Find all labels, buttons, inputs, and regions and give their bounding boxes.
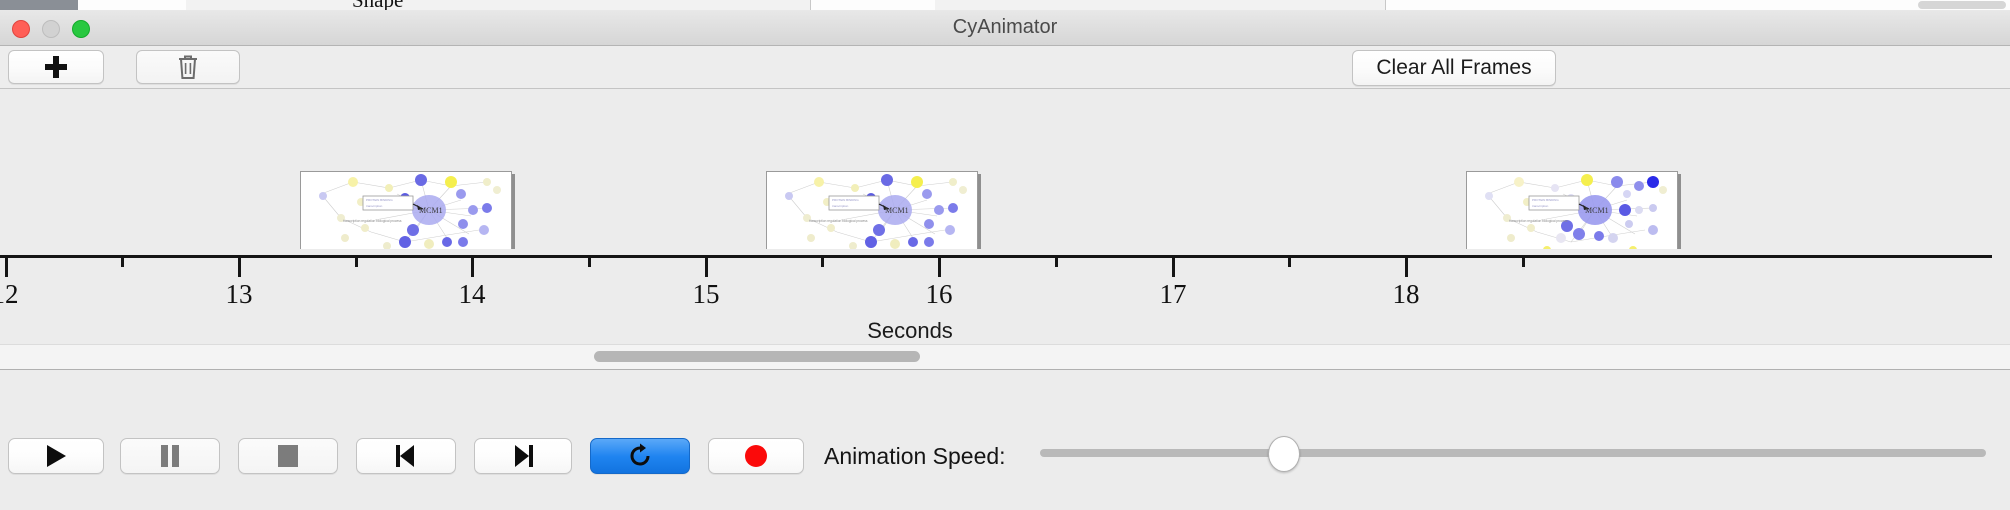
- horizontal-scrollbar-thumb[interactable]: [594, 351, 920, 362]
- svg-text:transcription: transcription: [832, 204, 849, 208]
- host-partial-label: Shape: [352, 0, 403, 10]
- ruler-tick-17: [1172, 255, 1175, 277]
- record-button[interactable]: [708, 438, 804, 474]
- ruler-tick-14: [471, 255, 474, 277]
- stop-icon: [278, 445, 298, 467]
- ruler-tick-14-5: [588, 255, 591, 267]
- timeline-ruler[interactable]: 12 13 14 15 16 17 18 Seconds: [0, 249, 2010, 344]
- ruler-tick-13-5: [355, 255, 358, 267]
- svg-text:PROTEIN BINDING: PROTEIN BINDING: [832, 198, 859, 202]
- transport-bar: Animation Speed:: [0, 369, 2010, 510]
- axis-title: Seconds: [867, 318, 953, 343]
- play-icon: [46, 445, 66, 467]
- skip-to-start-button[interactable]: [356, 438, 456, 474]
- clear-all-frames-button[interactable]: Clear All Frames: [1352, 50, 1556, 86]
- ruler-label-14: 14: [458, 279, 486, 309]
- frame-toolbar: Clear All Frames: [0, 46, 2010, 89]
- frame-thumbnail-2[interactable]: PROTEIN BINDING transcription MCM1 trans…: [766, 171, 978, 249]
- svg-text:PROTEIN BINDING: PROTEIN BINDING: [1532, 198, 1559, 202]
- ruler-tick-12: [5, 255, 8, 277]
- svg-text:PROTEIN BINDING: PROTEIN BINDING: [366, 198, 393, 202]
- horizontal-scrollbar[interactable]: [0, 344, 2010, 370]
- stop-button[interactable]: [238, 438, 338, 474]
- skip-to-end-button[interactable]: [474, 438, 572, 474]
- host-app-background-strip: Shape: [0, 0, 2010, 10]
- ruler-tick-12-5: [121, 255, 124, 267]
- minimize-button[interactable]: [42, 20, 60, 38]
- skip-back-icon: [396, 445, 416, 467]
- ruler-label-13: 13: [225, 279, 253, 309]
- skip-forward-icon: [513, 445, 533, 467]
- frame-graph-node-label: MCM1: [1585, 206, 1609, 215]
- svg-text:transcription regulation biolo: transcription regulation biological proc…: [1509, 219, 1568, 223]
- frame-graph-node-label: MCM1: [419, 206, 443, 215]
- play-button[interactable]: [8, 438, 104, 474]
- animation-speed-track[interactable]: [1040, 449, 1986, 457]
- svg-text:transcription regulation biolo: transcription regulation biological proc…: [343, 219, 402, 223]
- ruler-tick-18-5: [1522, 255, 1525, 267]
- svg-text:transcription: transcription: [366, 204, 383, 208]
- ruler-label-18: 18: [1392, 279, 1420, 309]
- ruler-label-17: 17: [1159, 279, 1187, 309]
- svg-text:transcription regulation biolo: transcription regulation biological proc…: [809, 219, 868, 223]
- ruler-baseline: [0, 255, 1992, 258]
- ruler-tick-15: [705, 255, 708, 277]
- pause-icon: [161, 445, 179, 467]
- add-frame-button[interactable]: [8, 50, 104, 84]
- record-icon: [745, 445, 767, 467]
- maximize-button[interactable]: [72, 20, 90, 38]
- clear-all-frames-label: Clear All Frames: [1376, 56, 1532, 79]
- loop-button[interactable]: [590, 438, 690, 474]
- ruler-label-12: 12: [0, 279, 19, 309]
- host-column-3: [588, 0, 811, 10]
- title-bar: CyAnimator: [0, 10, 2010, 46]
- frame-graph-node-label: MCM1: [885, 206, 909, 215]
- ruler-label-15: 15: [692, 279, 720, 309]
- svg-text:transcription: transcription: [1532, 204, 1549, 208]
- ruler-tick-18: [1405, 255, 1408, 277]
- ruler-tick-13: [238, 255, 241, 277]
- loop-icon: [630, 443, 650, 466]
- close-button[interactable]: [12, 20, 30, 38]
- animation-speed-label: Animation Speed:: [824, 443, 1006, 469]
- ruler-tick-16: [938, 255, 941, 277]
- host-column-5: [1135, 0, 1386, 10]
- frame-thumbnail-1[interactable]: PROTEIN BINDING transcription MCM1 trans…: [300, 171, 512, 249]
- animation-speed-thumb[interactable]: [1268, 436, 1300, 472]
- ruler-tick-15-5: [821, 255, 824, 267]
- host-column-1: [186, 0, 339, 10]
- delete-frame-button[interactable]: [136, 50, 240, 84]
- frame-thumbnail-3[interactable]: PROTEIN BINDING transcription MCM1 trans…: [1466, 171, 1678, 249]
- host-scrollbar[interactable]: [1918, 1, 2006, 9]
- window-title: CyAnimator: [952, 16, 1058, 38]
- plus-icon: [45, 56, 67, 78]
- trash-icon: [179, 55, 197, 79]
- ruler-tick-16-5: [1055, 255, 1058, 267]
- pause-button[interactable]: [120, 438, 220, 474]
- host-column-4: [935, 0, 1136, 10]
- host-sidebar-sliver: [0, 0, 78, 10]
- frame-track[interactable]: PROTEIN BINDING transcription MCM1 trans…: [0, 89, 2010, 250]
- ruler-label-16: 16: [925, 279, 953, 309]
- animation-speed-slider[interactable]: [1040, 436, 1986, 472]
- ruler-tick-17-5: [1288, 255, 1291, 267]
